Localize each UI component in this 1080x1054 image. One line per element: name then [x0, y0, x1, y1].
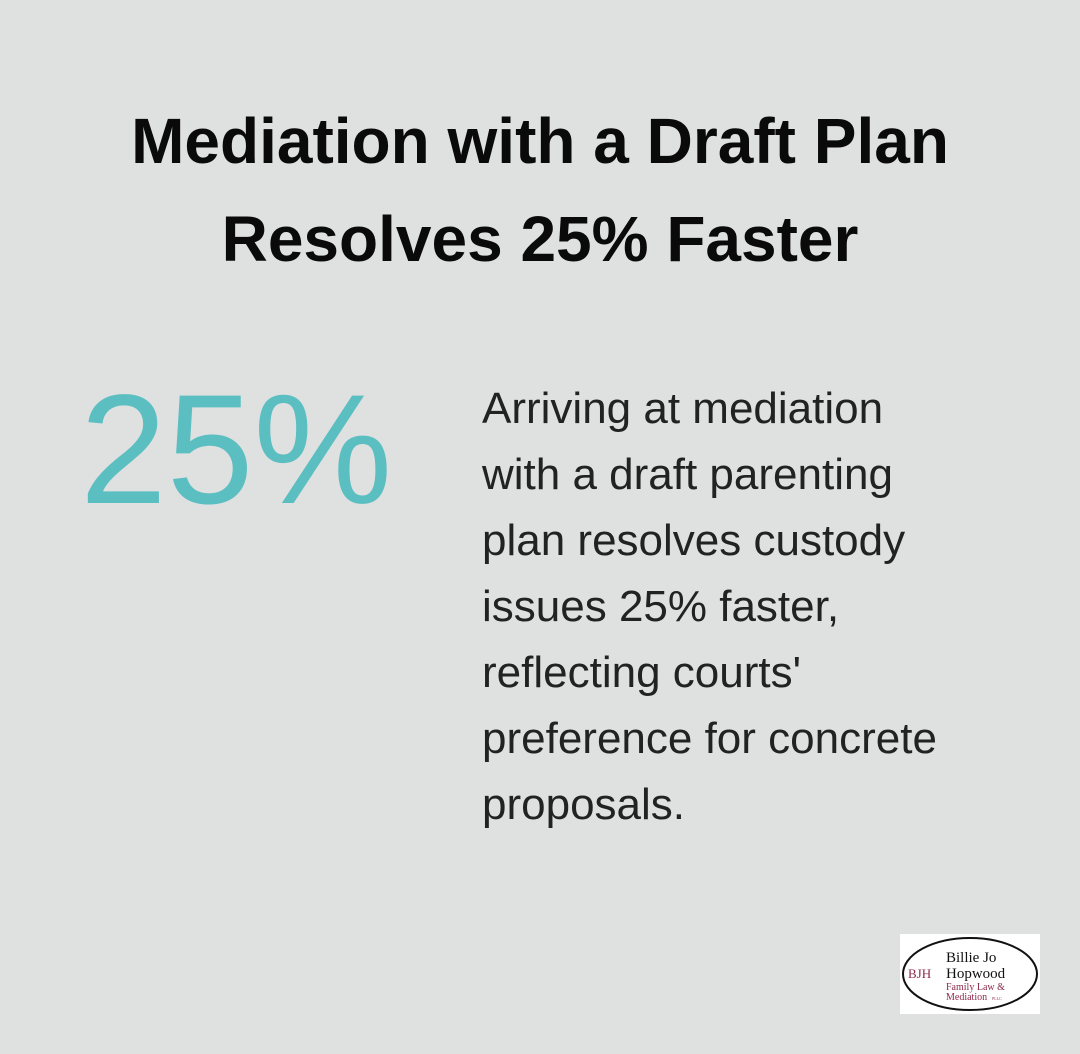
- description-line: Arriving at mediation: [482, 384, 884, 433]
- logo: BJH Billie Jo Hopwood Family Law & Media…: [900, 934, 1040, 1014]
- logo-ellipse: [902, 937, 1038, 1011]
- stat-value: 25%: [80, 363, 393, 537]
- stat-description: Arriving at mediation with a draft paren…: [482, 376, 937, 838]
- description-line: plan resolves custody: [482, 516, 906, 565]
- title: Mediation with a Draft Plan Resolves 25%…: [0, 92, 1080, 288]
- description-line: issues 25% faster,: [482, 582, 840, 631]
- title-line: Resolves 25% Faster: [221, 203, 859, 275]
- description-line: proposals.: [482, 780, 686, 829]
- description-line: with a draft parenting: [482, 450, 893, 499]
- title-line: Mediation with a Draft Plan: [131, 105, 949, 177]
- description-line: preference for concrete: [482, 714, 937, 763]
- logo-name: Billie Jo: [946, 950, 996, 966]
- logo-initials: BJH: [908, 966, 931, 981]
- logo-name: Hopwood: [946, 966, 1006, 982]
- logo-subtitle: Mediation: [946, 992, 987, 1003]
- logo-suffix: PLLC: [992, 996, 1002, 1001]
- logo-subtitle: Family Law &: [946, 982, 1005, 993]
- description-line: reflecting courts': [482, 648, 801, 697]
